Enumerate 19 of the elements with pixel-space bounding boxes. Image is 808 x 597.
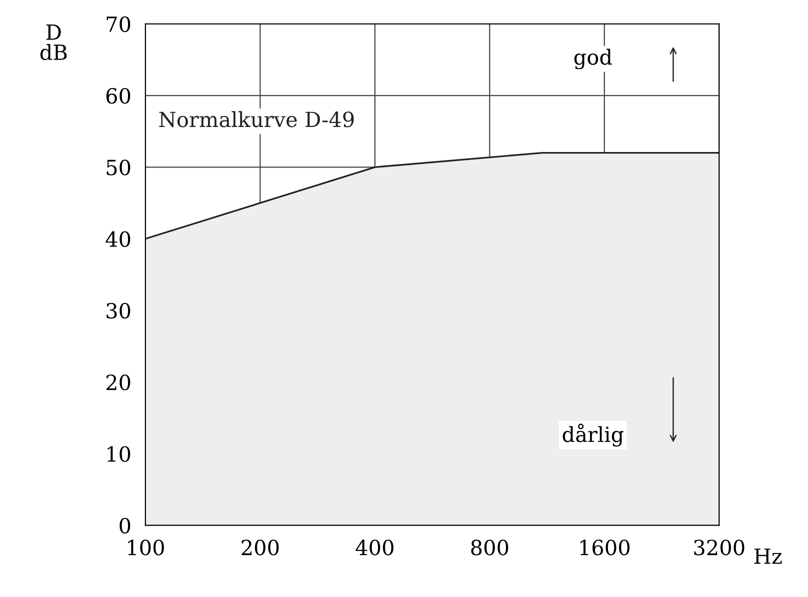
y-tick-label: 10 [108, 446, 130, 462]
x-axis-title: Hz [754, 548, 782, 564]
x-tick-label: 3200 [694, 540, 744, 556]
y-tick-label: 50 [106, 160, 130, 176]
annotation: dårlig [562, 424, 624, 447]
x-tick-label: 400 [356, 540, 394, 556]
y-tick-label: 70 [106, 16, 130, 32]
x-tick-label: 800 [471, 540, 508, 556]
y-tick-label: 0 [120, 518, 130, 534]
x-tick-label: 200 [242, 540, 279, 556]
y-tick-label: 60 [106, 88, 130, 104]
y-tick-label: 30 [106, 302, 130, 319]
text: Normalkurve D-49 [159, 111, 354, 128]
x-tick-label: 1600 [580, 540, 630, 556]
x-tick-label: 100 [128, 540, 164, 556]
y-tick-label: 40 [106, 231, 130, 248]
annotation: god [574, 48, 612, 70]
y-axis-title: D dB [40, 24, 67, 60]
y-tick-label: 20 [106, 374, 130, 390]
